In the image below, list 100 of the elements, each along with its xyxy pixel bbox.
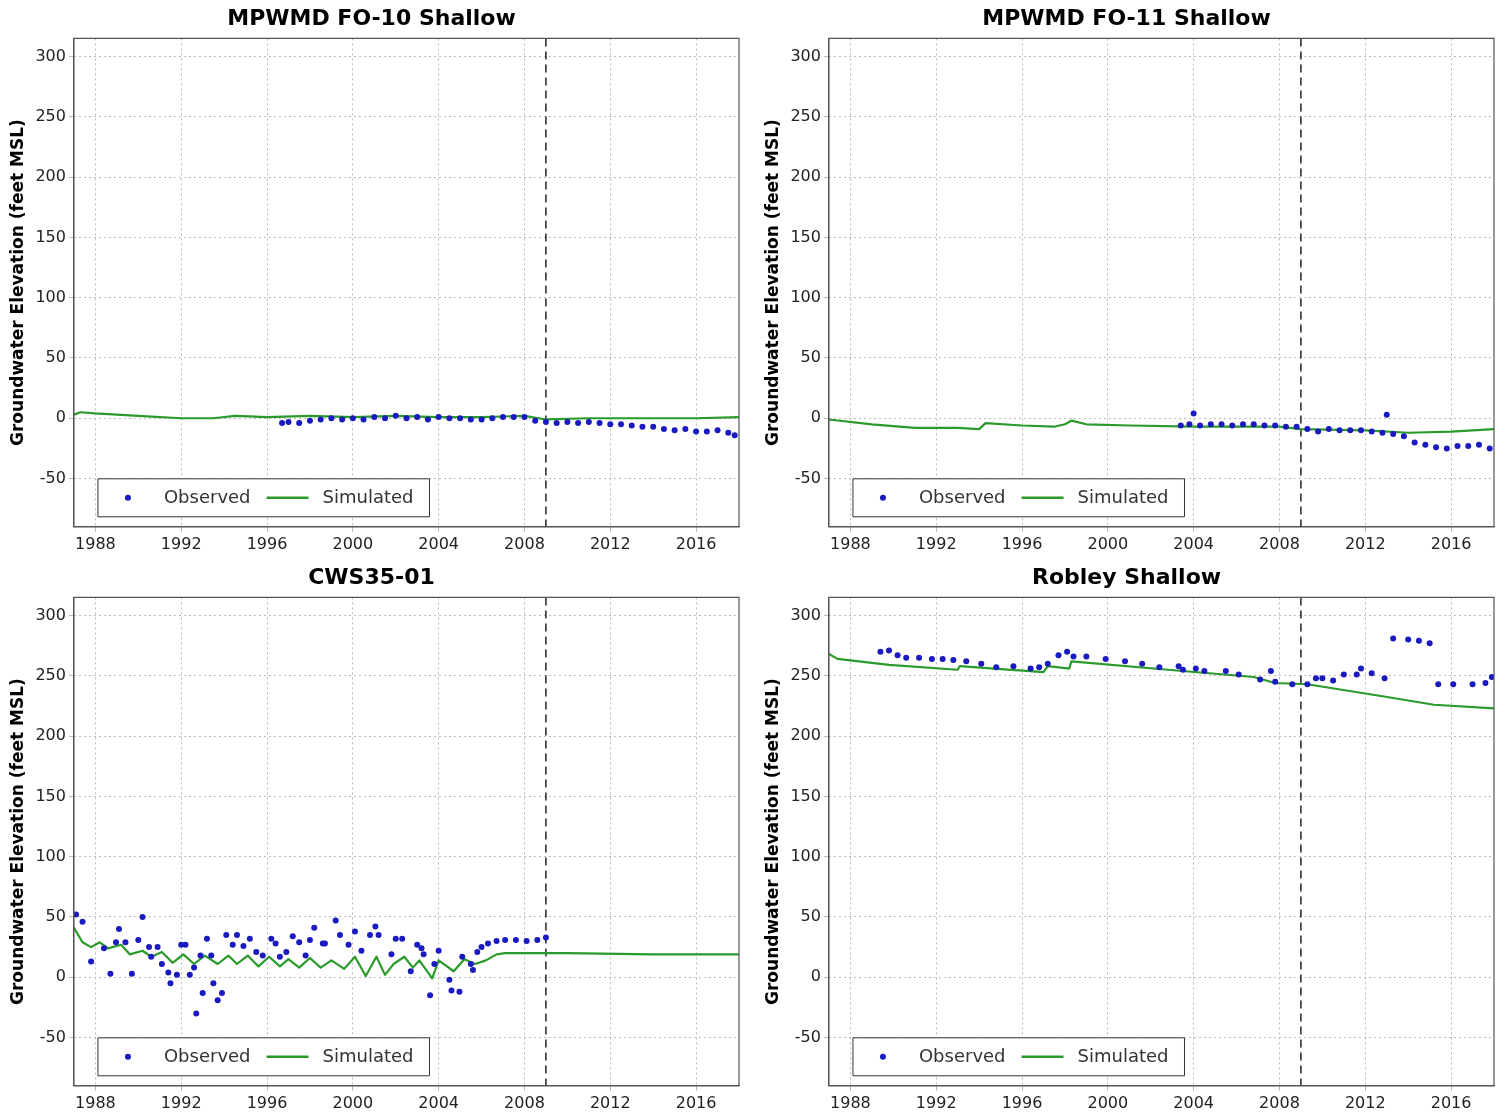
chart-title: MPWMD FO-10 Shallow: [227, 4, 516, 30]
point: [1222, 667, 1229, 674]
point: [1304, 426, 1311, 433]
point: [1044, 660, 1051, 667]
point: [1064, 648, 1071, 655]
legend-label: Observed: [163, 486, 251, 508]
point: [1272, 422, 1279, 429]
y-axis-title: Groundwater Elevation (feet MSL): [6, 678, 27, 1005]
x-tick-label: 2004: [1173, 533, 1215, 553]
y-axis-title: Groundwater Elevation (feet MSL): [761, 119, 782, 446]
chart-title: CWS35-01: [308, 563, 435, 589]
x-tick-label: 2008: [1259, 533, 1300, 553]
point: [1454, 443, 1461, 449]
point: [1218, 421, 1225, 428]
point: [1435, 681, 1442, 688]
point: [1426, 640, 1433, 647]
point: [1010, 663, 1017, 670]
point: [916, 654, 923, 661]
point: [1368, 428, 1375, 435]
x-tick-label: 1996: [1001, 533, 1043, 553]
x-tick-label: 2016: [1430, 1092, 1472, 1112]
x-tick-label: 2016: [675, 1092, 717, 1112]
point: [1357, 427, 1364, 434]
x-tick-label: 2016: [1430, 533, 1472, 553]
point: [1192, 665, 1199, 672]
y-tick-label: 150: [790, 785, 821, 805]
y-tick-label: -50: [39, 1026, 66, 1046]
y-tick-label: 200: [35, 725, 66, 745]
y-tick-label: 250: [790, 664, 821, 684]
y-tick-label: 0: [810, 407, 821, 427]
point: [1450, 681, 1457, 688]
x-tick-label: 1992: [160, 1092, 202, 1112]
x-tick-label: 1988: [830, 1092, 871, 1112]
x-tick-label: 2000: [1087, 1092, 1129, 1112]
x-tick-label: 2004: [418, 1092, 460, 1112]
point: [1405, 636, 1412, 643]
point: [928, 655, 935, 662]
point: [1282, 423, 1289, 430]
point: [1486, 445, 1493, 452]
x-tick-label: 1996: [246, 533, 288, 553]
point: [1267, 667, 1274, 674]
legend-label: Simulated: [1077, 1045, 1169, 1067]
x-tick-label: 2012: [589, 1092, 631, 1112]
point: [1207, 421, 1214, 428]
legend-label: Simulated: [1077, 486, 1169, 508]
point: [1411, 439, 1418, 446]
point: [1325, 426, 1332, 433]
legend-label: Simulated: [322, 1045, 414, 1067]
point: [1070, 653, 1077, 660]
point: [1239, 421, 1246, 428]
y-tick-label: 300: [790, 604, 821, 624]
legend-label: Simulated: [322, 486, 414, 508]
point: [1027, 665, 1034, 672]
point: [1315, 428, 1322, 435]
y-tick-label: 300: [790, 45, 821, 65]
point: [1177, 422, 1184, 429]
point: [950, 657, 957, 664]
point: [1190, 410, 1197, 417]
x-tick-label: 1988: [830, 533, 871, 553]
x-tick-label: 2012: [1344, 533, 1386, 553]
chart-title: MPWMD FO-11 Shallow: [982, 4, 1271, 30]
point: [1381, 675, 1388, 682]
point: [886, 647, 893, 654]
point: [1475, 441, 1482, 448]
point: [1175, 663, 1182, 670]
x-tick-label: 2008: [1259, 1092, 1300, 1112]
point: [1415, 637, 1422, 644]
point: [1383, 411, 1390, 418]
chart-title: Robley Shallow: [1031, 563, 1222, 589]
legend-label: Observed: [918, 1045, 1006, 1067]
legend-label: Observed: [918, 486, 1006, 508]
point: [1482, 680, 1489, 687]
y-axis-title: Groundwater Elevation (feet MSL): [761, 678, 782, 1005]
x-tick-label: 1992: [915, 533, 957, 553]
point: [1390, 430, 1397, 437]
point: [1229, 422, 1236, 429]
y-tick-label: 0: [55, 966, 66, 986]
point: [1390, 635, 1397, 642]
point: [1156, 664, 1163, 671]
x-tick-label: 2004: [1173, 1092, 1215, 1112]
point: [1304, 681, 1311, 688]
point: [1261, 422, 1268, 429]
y-axis-title: Groundwater Elevation (feet MSL): [6, 119, 27, 446]
x-tick-label: 1996: [246, 1092, 288, 1112]
legend-label: Observed: [163, 1045, 251, 1067]
y-tick-label: 50: [800, 906, 821, 926]
point: [1312, 675, 1319, 682]
point: [1368, 670, 1375, 677]
y-tick-label: 300: [35, 604, 66, 624]
point: [1330, 677, 1337, 684]
y-tick-label: 50: [45, 347, 66, 367]
point: [1400, 433, 1407, 440]
point: [978, 660, 985, 667]
y-tick-label: 150: [35, 785, 66, 805]
point: [1422, 441, 1429, 448]
y-tick-label: -50: [39, 467, 66, 487]
x-tick-label: 2004: [418, 533, 460, 553]
x-tick-label: 1992: [160, 533, 202, 553]
y-tick-label: 150: [790, 226, 821, 246]
point: [1257, 676, 1264, 683]
